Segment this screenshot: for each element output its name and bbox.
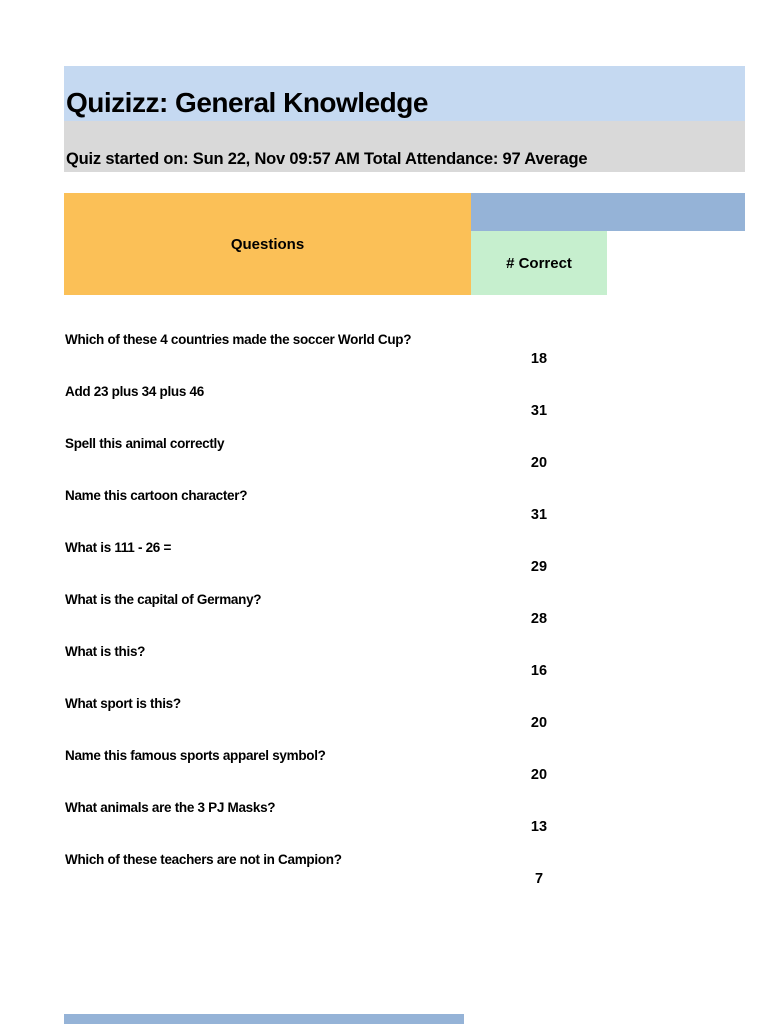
table-row: What is the capital of Germany? 28 bbox=[0, 582, 768, 634]
correct-count: 20 bbox=[530, 715, 548, 731]
table-row: Name this famous sports apparel symbol? 2… bbox=[0, 738, 768, 790]
table-row: Spell this animal correctly 20 bbox=[0, 426, 768, 478]
question-text: Which of these teachers are not in Campi… bbox=[65, 852, 342, 867]
question-text: What is the capital of Germany? bbox=[65, 592, 262, 607]
question-text: What sport is this? bbox=[65, 696, 181, 711]
question-text: Name this cartoon character? bbox=[65, 488, 248, 503]
correct-count: 16 bbox=[530, 663, 548, 679]
subtitle-band: Quiz started on: Sun 22, Nov 09:57 AM To… bbox=[64, 121, 745, 172]
question-text: Spell this animal correctly bbox=[65, 436, 225, 451]
table-row: What is 111 - 26 = 29 bbox=[0, 530, 768, 582]
table-row: Add 23 plus 34 plus 46 31 bbox=[0, 374, 768, 426]
correct-count: 20 bbox=[530, 455, 548, 471]
correct-count: 28 bbox=[530, 611, 548, 627]
correct-count: 29 bbox=[530, 559, 548, 575]
question-text: What is this? bbox=[65, 644, 146, 659]
table-row: What is this? 16 bbox=[0, 634, 768, 686]
correct-column-label: # Correct bbox=[506, 254, 572, 272]
quiz-meta-text: Quiz started on: Sun 22, Nov 09:57 AM To… bbox=[66, 149, 588, 168]
question-text: Which of these 4 countries made the socc… bbox=[65, 332, 412, 347]
table-row: What animals are the 3 PJ Masks? 13 bbox=[0, 790, 768, 842]
question-text: What animals are the 3 PJ Masks? bbox=[65, 800, 276, 815]
correct-count: 18 bbox=[530, 351, 548, 367]
correct-column-header: # Correct bbox=[471, 231, 607, 295]
question-rows: Which of these 4 countries made the socc… bbox=[0, 322, 768, 894]
correct-count: 31 bbox=[530, 403, 548, 419]
page-title: Quizizz: General Knowledge bbox=[66, 87, 428, 118]
questions-column-label: Questions bbox=[230, 235, 305, 253]
table-row: Name this cartoon character? 31 bbox=[0, 478, 768, 530]
next-page-band bbox=[64, 1014, 464, 1024]
table-row: What sport is this? 20 bbox=[0, 686, 768, 738]
question-text: What is 111 - 26 = bbox=[65, 540, 172, 555]
table-row: Which of these teachers are not in Campi… bbox=[0, 842, 768, 894]
title-band: Quizizz: General Knowledge bbox=[64, 66, 745, 121]
header-spacer-bar bbox=[471, 193, 745, 231]
question-text: Add 23 plus 34 plus 46 bbox=[65, 384, 204, 399]
correct-count: 13 bbox=[530, 819, 548, 835]
questions-column-header: Questions bbox=[64, 193, 471, 295]
correct-count: 31 bbox=[530, 507, 548, 523]
correct-count: 7 bbox=[534, 871, 544, 887]
correct-count: 20 bbox=[530, 767, 548, 783]
question-text: Name this famous sports apparel symbol? bbox=[65, 748, 326, 763]
table-row: Which of these 4 countries made the socc… bbox=[0, 322, 768, 374]
